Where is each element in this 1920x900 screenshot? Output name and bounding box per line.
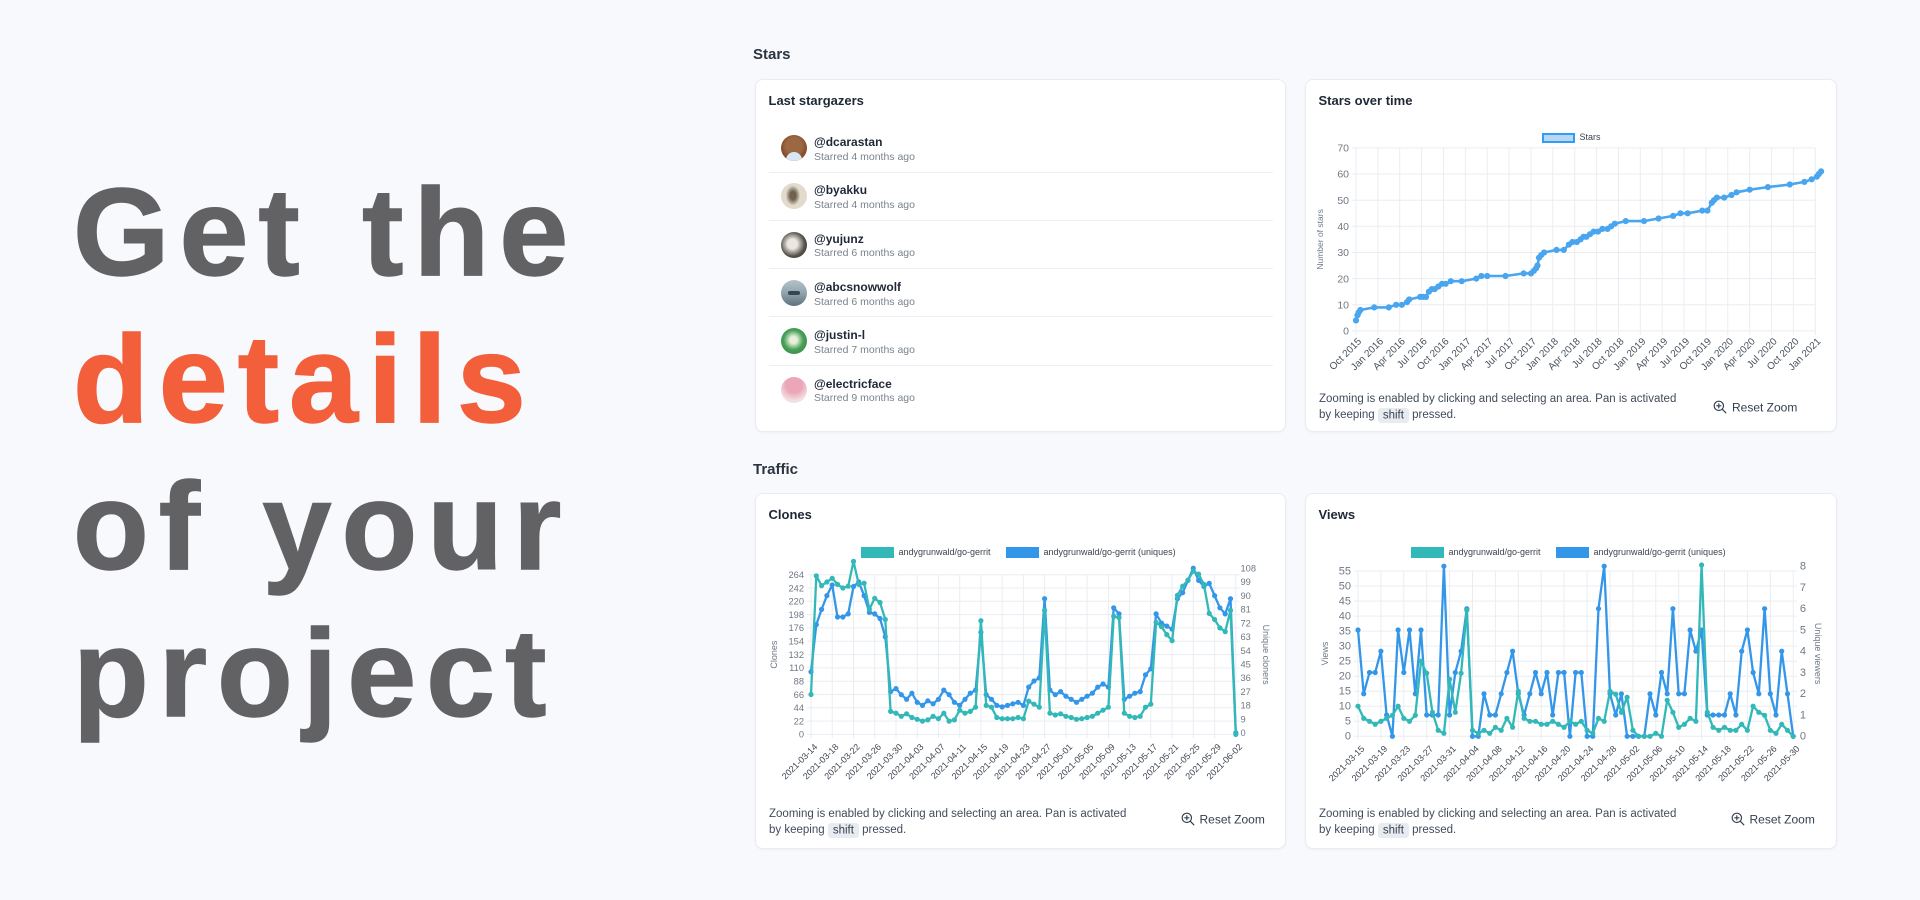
svg-text:54: 54 <box>1241 646 1251 656</box>
svg-text:154: 154 <box>788 637 804 647</box>
svg-text:198: 198 <box>788 610 804 620</box>
svg-text:72: 72 <box>1241 618 1251 628</box>
svg-text:99: 99 <box>1241 577 1251 587</box>
svg-text:81: 81 <box>1241 605 1251 615</box>
svg-text:36: 36 <box>1241 673 1251 683</box>
svg-text:40: 40 <box>1339 610 1351 622</box>
svg-text:40: 40 <box>1337 221 1349 233</box>
svg-text:Number of stars: Number of stars <box>1315 209 1325 269</box>
svg-text:0: 0 <box>1800 731 1806 743</box>
svg-text:10: 10 <box>1337 300 1349 312</box>
svg-text:110: 110 <box>789 663 804 673</box>
svg-text:66: 66 <box>794 690 804 700</box>
svg-text:9: 9 <box>1241 714 1246 724</box>
svg-text:Unique viewers: Unique viewers <box>1813 623 1823 685</box>
svg-text:10: 10 <box>1339 701 1351 713</box>
svg-text:2: 2 <box>1800 688 1806 700</box>
svg-text:108: 108 <box>1241 564 1257 574</box>
svg-text:44: 44 <box>794 703 804 713</box>
svg-text:63: 63 <box>1241 632 1251 642</box>
svg-text:220: 220 <box>788 597 804 607</box>
svg-text:132: 132 <box>788 650 804 660</box>
svg-text:18: 18 <box>1241 701 1251 711</box>
svg-text:264: 264 <box>788 570 804 580</box>
svg-text:Clones: Clones <box>769 640 779 669</box>
svg-text:5: 5 <box>1800 624 1806 636</box>
svg-text:3: 3 <box>1800 667 1806 679</box>
svg-text:60: 60 <box>1337 169 1349 181</box>
svg-text:90: 90 <box>1241 591 1251 601</box>
svg-text:50: 50 <box>1337 195 1349 207</box>
svg-text:20: 20 <box>1337 273 1349 285</box>
svg-text:88: 88 <box>794 677 804 687</box>
svg-text:4: 4 <box>1800 646 1806 658</box>
svg-text:45: 45 <box>1339 595 1351 607</box>
svg-text:22: 22 <box>794 716 804 726</box>
svg-text:15: 15 <box>1339 686 1351 698</box>
svg-text:55: 55 <box>1339 565 1351 577</box>
svg-text:Unique cloners: Unique cloners <box>1261 625 1271 686</box>
svg-text:45: 45 <box>1241 660 1251 670</box>
svg-text:8: 8 <box>1800 561 1806 573</box>
svg-text:176: 176 <box>788 623 804 633</box>
svg-text:7: 7 <box>1800 582 1806 594</box>
svg-text:27: 27 <box>1241 687 1251 697</box>
svg-text:1: 1 <box>1800 709 1806 721</box>
svg-text:5: 5 <box>1345 716 1351 728</box>
svg-text:6: 6 <box>1800 603 1806 615</box>
svg-text:Views: Views <box>1320 641 1330 665</box>
svg-text:0: 0 <box>1241 728 1246 738</box>
svg-text:30: 30 <box>1337 247 1349 259</box>
svg-text:0: 0 <box>1345 731 1351 743</box>
svg-text:30: 30 <box>1339 640 1351 652</box>
svg-text:242: 242 <box>788 583 804 593</box>
svg-text:50: 50 <box>1339 580 1351 592</box>
svg-text:35: 35 <box>1339 625 1351 637</box>
svg-text:25: 25 <box>1339 656 1351 668</box>
svg-text:0: 0 <box>799 730 804 740</box>
svg-text:0: 0 <box>1343 326 1349 338</box>
svg-text:20: 20 <box>1339 671 1351 683</box>
svg-text:70: 70 <box>1337 143 1349 155</box>
